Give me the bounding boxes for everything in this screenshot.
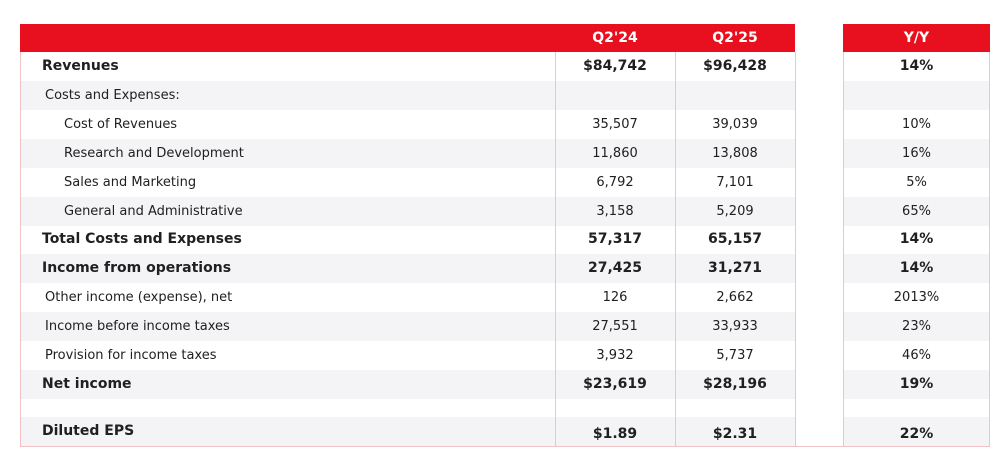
cell-value: 39,039	[712, 116, 758, 132]
gap-cell	[795, 369, 843, 399]
cell-value: 27,551	[592, 319, 638, 335]
gap-cell	[795, 138, 843, 168]
header-bar	[843, 24, 990, 52]
row-label: Revenues	[42, 58, 119, 74]
cell-value: 65,157	[707, 231, 763, 248]
cell-value: 2,662	[716, 290, 754, 306]
row-label: Net income	[42, 375, 132, 392]
row-label: Research and Development	[64, 145, 244, 161]
gap-cell	[795, 80, 843, 110]
cell-value: 14%	[899, 231, 934, 248]
cell-value: 6,792	[596, 174, 634, 190]
cell-value: $96,428	[703, 58, 767, 74]
column-header: Q2'25	[712, 30, 758, 46]
cell-value: 23%	[902, 319, 931, 335]
cell-value: 126	[602, 290, 628, 306]
cell-value: 14%	[899, 260, 934, 277]
gap-cell	[795, 417, 843, 446]
column-border	[675, 52, 676, 446]
cell-value: 16%	[902, 145, 931, 161]
cell-value: 57,317	[587, 231, 643, 248]
row-label: Total Costs and Expenses	[42, 231, 242, 248]
row-label: Income before income taxes	[45, 319, 230, 335]
column-header: Q2'24	[592, 30, 638, 46]
cell-value: 35,507	[592, 116, 638, 132]
column-border	[555, 52, 556, 446]
cell-value: $23,619	[583, 375, 647, 392]
column-border	[20, 52, 21, 446]
cell-value: 2013%	[893, 290, 940, 306]
cell-value: 7,101	[716, 174, 754, 190]
gap-cell	[795, 312, 843, 342]
row-label: Sales and Marketing	[64, 174, 197, 190]
cell-value: $28,196	[703, 375, 767, 392]
row-label: General and Administrative	[64, 203, 243, 219]
column-border	[989, 52, 990, 446]
cell-value: 22%	[899, 426, 934, 442]
column-border	[795, 52, 796, 446]
cell-value: 13,808	[712, 145, 758, 161]
cell-value: 31,271	[707, 260, 763, 277]
cell-value: 5%	[906, 174, 927, 190]
cell-value: 14%	[899, 58, 934, 74]
cell-value: 5,209	[716, 203, 754, 219]
row-label: Other income (expense), net	[45, 290, 233, 306]
table-border	[20, 446, 990, 447]
header-bar	[20, 24, 795, 52]
row-label: Diluted EPS	[42, 423, 135, 439]
gap-cell	[795, 254, 843, 284]
cell-value: 3,932	[596, 348, 634, 363]
column-header: Y/Y	[903, 30, 930, 46]
cell-value: 3,158	[596, 203, 634, 219]
cell-value: 27,425	[587, 260, 643, 277]
cell-value: 5,737	[716, 348, 754, 363]
cell-value: 46%	[902, 348, 931, 363]
cell-value: 10%	[902, 116, 931, 132]
gap-cell	[795, 196, 843, 226]
cell-value: 65%	[902, 203, 931, 219]
cell-value: $1.89	[592, 426, 638, 442]
row-label: Provision for income taxes	[45, 348, 217, 363]
cell-value: $2.31	[712, 426, 758, 442]
column-border	[843, 52, 844, 446]
cell-value: $84,742	[583, 58, 647, 74]
cell-value: 19%	[899, 375, 934, 392]
row-label: Cost of Revenues	[64, 116, 178, 132]
row-label: Costs and Expenses:	[45, 87, 180, 103]
cell-value: 33,933	[712, 319, 758, 335]
cell-value: 11,860	[592, 145, 638, 161]
row-label: Income from operations	[42, 260, 232, 277]
